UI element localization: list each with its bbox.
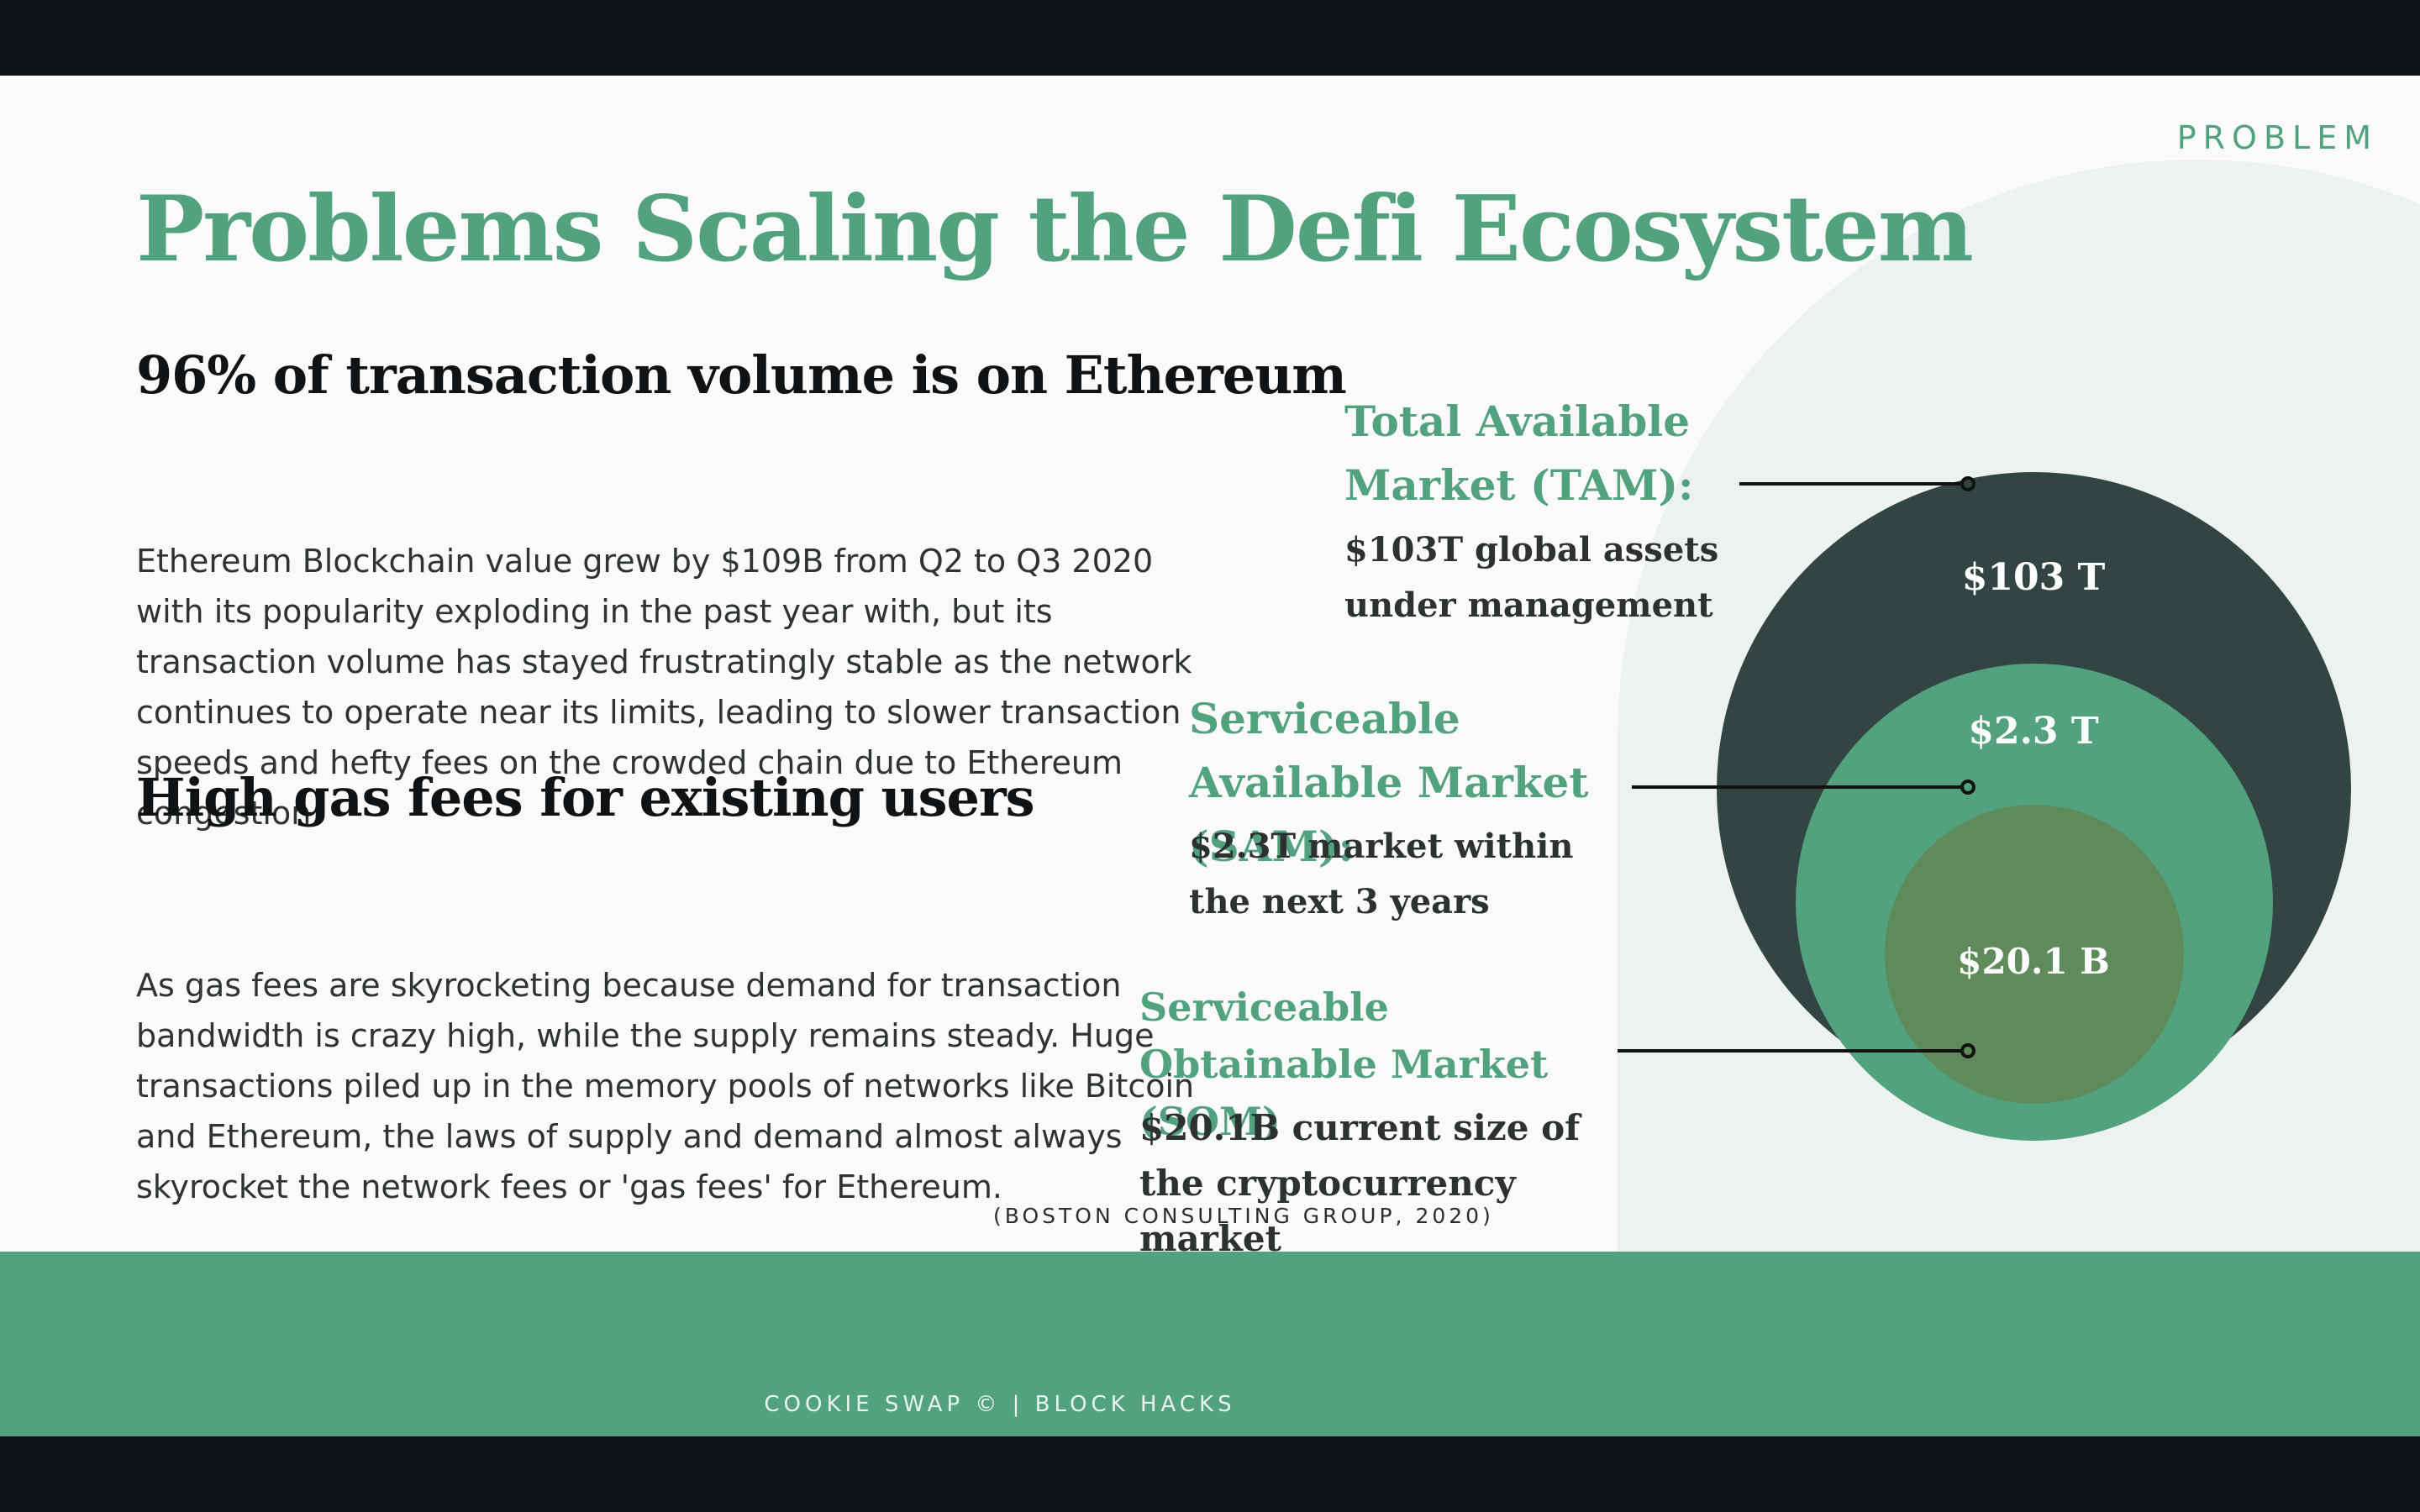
som-description: $20.1B current size of the cryptocurrenc… <box>1139 1107 1581 1252</box>
som-title: Serviceable Obtainable Market (SOM) <box>1139 984 1549 1144</box>
som-circle <box>1885 805 2184 1104</box>
footer-text: COOKIE SWAP © | BLOCK HACKS <box>764 1392 1236 1417</box>
sam-connector <box>1632 780 1975 795</box>
sam-circle-label: $2.3 T <box>1968 710 2099 753</box>
slide: PROBLEM Problems Scaling the Defi Ecosys… <box>0 76 2420 1252</box>
tam-connector <box>1739 476 1975 491</box>
som-connector <box>1618 1043 1975 1058</box>
som-circle-label: $20.1 B <box>1957 941 2110 982</box>
section-heading-ethereum-volume: 96% of transaction volume is on Ethereum <box>136 344 1347 406</box>
section-tag: PROBLEM <box>2176 119 2378 156</box>
slide-title: Problems Scaling the Defi Ecosystem <box>136 176 1974 282</box>
connector-lines <box>1618 476 1975 1058</box>
citation: (BOSTON CONSULTING GROUP, 2020) <box>993 1204 1494 1228</box>
tam-description: $103T global assets under management <box>1344 530 1719 625</box>
section-body-ethereum-volume: Ethereum Blockchain value grew by $109B … <box>136 543 1192 832</box>
tam-title: Total Available Market (TAM): <box>1344 396 1694 510</box>
sam-description: $2.3T market within the next 3 years <box>1189 827 1574 921</box>
tam-circle-label: $103 T <box>1961 556 2106 599</box>
footer-band <box>0 1252 2420 1436</box>
sam-title: Serviceable Available Market (SAM): <box>1189 694 1589 871</box>
section-heading-gas-fees: High gas fees for existing users <box>136 767 1035 828</box>
section-body-gas-fees: As gas fees are skyrocketing because dem… <box>136 967 1195 1205</box>
